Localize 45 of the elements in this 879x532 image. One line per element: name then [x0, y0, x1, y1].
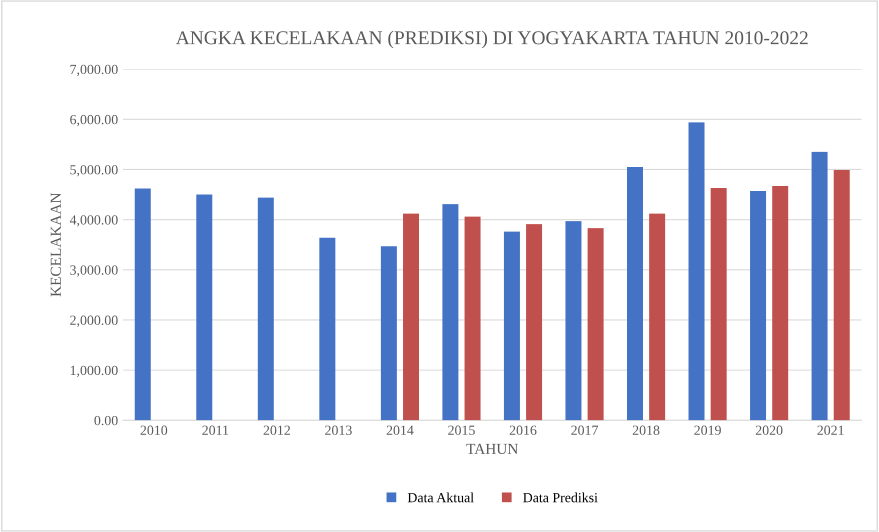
y-tick-label: 6,000.00 [70, 114, 118, 126]
x-tick-label: 2018 [632, 426, 660, 435]
x-axis-title: TAHUN [466, 444, 518, 454]
y-tick-label: 4,000.00 [70, 215, 118, 227]
bar [134, 188, 151, 420]
bar [403, 214, 420, 420]
x-tick-label: 2012 [264, 426, 290, 435]
legend-label: Data Aktual [408, 492, 474, 502]
x-tick-label: 2011 [202, 426, 228, 435]
bar [565, 221, 582, 420]
y-tick-label: 3,000.00 [70, 265, 118, 277]
x-tick-label: 2017 [571, 426, 598, 435]
y-axis-title: KECELAKAAN [50, 192, 61, 296]
bar [772, 186, 788, 420]
chart-title: ANGKA KECELAKAAN (PREDIKSI) DI YOGYAKARTA TAHUN 2010-2022 [176, 30, 808, 48]
y-tick-label: 7,000.00 [70, 64, 118, 76]
y-tick-label: 0.00 [94, 416, 118, 426]
bar [380, 246, 397, 420]
x-tick-label: 2014 [386, 426, 414, 435]
bar [196, 194, 212, 420]
y-tick-label: 5,000.00 [70, 165, 118, 176]
x-tick-label: 2020 [756, 426, 782, 435]
bar [750, 191, 766, 420]
legend-label: Data Prediksi [523, 492, 598, 502]
bar [504, 232, 520, 420]
x-tick-label: 2019 [694, 426, 721, 435]
bar [812, 152, 828, 420]
bar [258, 198, 274, 420]
bar [464, 216, 481, 420]
x-tick-label: 2013 [325, 426, 352, 435]
x-tick-label: 2010 [140, 426, 168, 435]
bar [688, 122, 705, 420]
bar [649, 214, 666, 420]
x-tick-label: 2016 [510, 426, 536, 435]
y-tick-label: 2,000.00 [70, 316, 118, 327]
bar [588, 228, 604, 420]
bar [442, 204, 458, 420]
bar [834, 170, 850, 420]
bar [710, 188, 727, 420]
bar [626, 166, 643, 420]
x-tick-label: 2015 [448, 426, 475, 435]
bar [319, 238, 336, 420]
x-tick-label: 2021 [817, 426, 844, 435]
bar [526, 224, 542, 420]
y-tick-label: 1,000.00 [70, 366, 118, 378]
